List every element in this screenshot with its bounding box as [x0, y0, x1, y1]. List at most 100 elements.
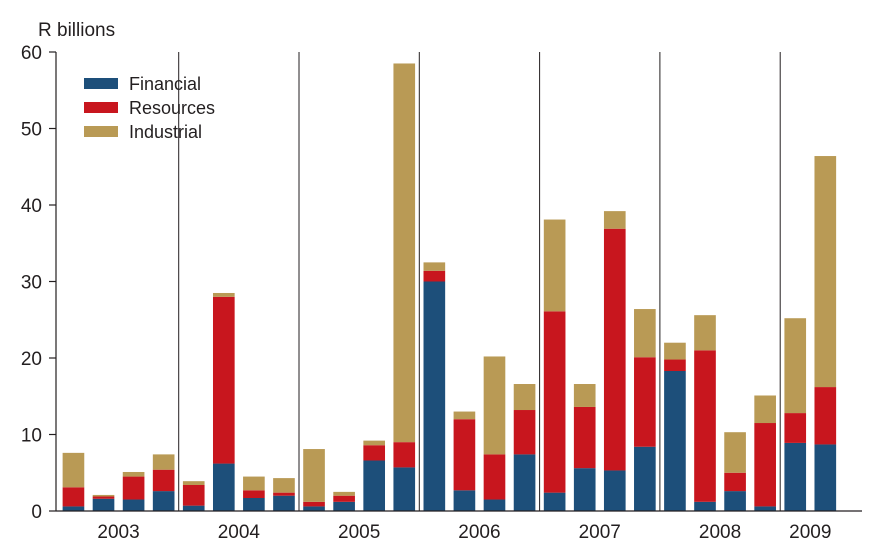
bar-financial-14 — [453, 490, 476, 511]
bar-resources-22 — [694, 350, 716, 502]
bar-industrial-5 — [182, 481, 205, 485]
bar-financial-5 — [182, 505, 205, 511]
bar-industrial-14 — [453, 411, 476, 420]
plot-area: 2003 2004 2005 2006 2007 2008 2009 0 10 20 30 40 50 6… — [21, 43, 862, 540]
bar-financial-8 — [273, 495, 295, 511]
bar-resources-19 — [603, 228, 626, 471]
x-tick-label-2007: 2007 — [579, 522, 621, 540]
bar-industrial-17 — [543, 219, 566, 312]
bar-industrial-8 — [273, 478, 295, 493]
bar-financial-3 — [122, 499, 145, 511]
bar-resources-24 — [754, 423, 776, 507]
bar-resources-23 — [724, 472, 746, 492]
legend-swatch-resources — [84, 102, 118, 113]
bar-industrial-25 — [784, 318, 807, 414]
bar-financial-26 — [814, 444, 837, 511]
bar-financial-1 — [62, 506, 85, 511]
bar-industrial-4 — [152, 454, 175, 470]
legend-swatch-industrial — [84, 126, 118, 137]
y-tick-label-0: 0 — [31, 502, 42, 523]
bar-resources-20 — [634, 357, 656, 447]
bar-financial-11 — [363, 460, 386, 511]
legend-swatch-financial — [84, 78, 118, 89]
bar-industrial-15 — [483, 356, 506, 455]
bar-financial-18 — [573, 468, 596, 511]
bar-resources-3 — [122, 476, 145, 500]
bar-industrial-24 — [754, 395, 776, 424]
bar-industrial-2 — [92, 494, 115, 497]
bar-resources-10 — [333, 495, 355, 502]
bar-resources-16 — [513, 410, 536, 455]
bar-industrial-16 — [513, 384, 536, 411]
bar-financial-23 — [724, 491, 746, 511]
bar-financial-7 — [243, 498, 265, 511]
bar-industrial-7 — [243, 476, 265, 491]
bar-industrial-13 — [423, 262, 446, 271]
x-tick-label-2006: 2006 — [458, 522, 500, 540]
bar-industrial-18 — [573, 384, 596, 407]
bar-industrial-10 — [333, 491, 355, 496]
bar-financial-9 — [303, 506, 325, 511]
bar-resources-9 — [303, 501, 325, 507]
bar-industrial-3 — [122, 471, 145, 477]
bar-industrial-19 — [603, 211, 626, 229]
bar-financial-22 — [694, 501, 716, 511]
bar-resources-25 — [784, 413, 807, 443]
bar-resources-11 — [363, 445, 386, 461]
x-tick-label-2005: 2005 — [338, 522, 380, 540]
bar-financial-17 — [543, 492, 566, 511]
bar-industrial-21 — [664, 342, 686, 360]
y-axis-label: R billions — [38, 20, 115, 41]
x-tick-label-2008: 2008 — [699, 522, 741, 540]
bar-industrial-9 — [303, 449, 325, 502]
x-tick-label-2009: 2009 — [789, 522, 831, 540]
bar-financial-12 — [393, 467, 416, 511]
legend-label-industrial: Industrial — [129, 122, 202, 142]
y-tick-label-20: 20 — [21, 349, 42, 370]
bar-financial-6 — [212, 463, 235, 511]
bar-resources-17 — [543, 311, 566, 493]
bar-industrial-1 — [62, 452, 85, 488]
bar-financial-15 — [483, 499, 506, 511]
bar-resources-15 — [483, 454, 506, 500]
bar-resources-12 — [393, 442, 416, 468]
y-tick-label-60: 60 — [21, 43, 42, 64]
bar-resources-5 — [182, 484, 205, 506]
bar-resources-1 — [62, 487, 85, 507]
bar-industrial-6 — [212, 292, 235, 297]
bar-resources-18 — [573, 406, 596, 469]
bar-industrial-12 — [393, 63, 416, 443]
bar-financial-24 — [754, 506, 776, 511]
x-tick-label-2004: 2004 — [218, 522, 261, 540]
bar-industrial-26 — [814, 156, 837, 388]
bar-resources-6 — [212, 296, 235, 464]
bar-financial-21 — [664, 371, 686, 511]
bar-industrial-23 — [724, 432, 746, 473]
y-tick-label-10: 10 — [21, 426, 42, 447]
bar-financial-20 — [634, 446, 656, 511]
bar-resources-14 — [453, 419, 476, 491]
bar-financial-10 — [333, 501, 355, 511]
bar-resources-8 — [273, 492, 295, 496]
bar-financial-19 — [603, 470, 626, 511]
bar-resources-21 — [664, 359, 686, 372]
bar-industrial-20 — [634, 309, 656, 358]
legend-label-financial: Financial — [129, 74, 201, 94]
bar-industrial-22 — [694, 315, 716, 351]
x-tick-label-2003: 2003 — [97, 522, 139, 540]
bar-resources-4 — [152, 469, 175, 492]
bar-resources-7 — [243, 490, 265, 498]
bar-financial-13 — [423, 281, 446, 511]
y-tick-label-40: 40 — [21, 196, 42, 217]
y-tick-label-30: 30 — [21, 273, 42, 294]
bar-financial-2 — [92, 498, 115, 511]
legend-label-resources: Resources — [129, 98, 215, 118]
bar-financial-25 — [784, 442, 807, 511]
bar-financial-16 — [513, 454, 536, 511]
bar-resources-13 — [423, 270, 446, 282]
bar-industrial-11 — [363, 440, 386, 446]
y-tick-label-50: 50 — [21, 120, 42, 141]
bar-financial-4 — [152, 491, 175, 511]
bar-resources-26 — [814, 387, 837, 445]
